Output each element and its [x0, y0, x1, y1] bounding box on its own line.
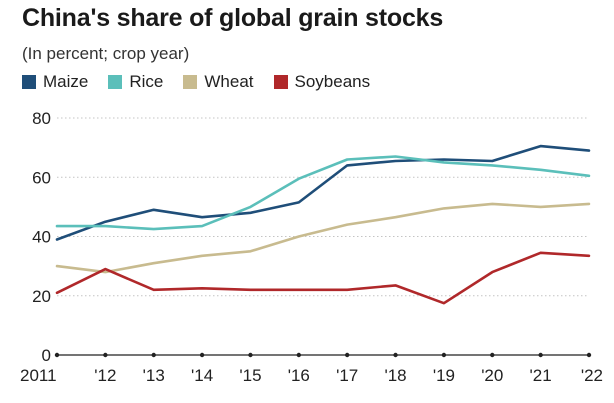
y-tick-label-60: 60 — [32, 168, 51, 187]
x-tick-mark-12 — [103, 352, 108, 358]
x-tick-label-15: '15 — [239, 366, 261, 385]
x-axis-labels: 2011 '12 '13 '14 '15 '16 '17 '18 '19 '20 '21 '22 — [20, 366, 603, 385]
series-line-soybeans — [55, 251, 591, 305]
x-tick-mark-15 — [248, 352, 253, 358]
x-tick-label-17: '17 — [336, 366, 358, 385]
y-tick-label-40: 40 — [32, 228, 51, 247]
legend-swatch-maize — [22, 75, 36, 89]
y-tick-label-20: 20 — [32, 287, 51, 306]
legend-label-wheat: Wheat — [204, 72, 254, 91]
legend-swatch-wheat — [183, 75, 198, 89]
chart-subtitle: (In percent; crop year) — [22, 44, 190, 63]
x-tick-label-18: '18 — [384, 366, 406, 385]
legend: Maize Rice Wheat Soybeans — [22, 72, 390, 92]
legend-item-rice: Rice — [108, 72, 163, 92]
series-line-wheat — [55, 202, 591, 274]
x-tick-mark-2011 — [54, 352, 60, 358]
legend-label-maize: Maize — [43, 72, 89, 91]
legend-label-soybeans: Soybeans — [294, 72, 371, 91]
series-line-maize — [55, 144, 591, 241]
x-tick-mark-16 — [296, 352, 302, 358]
x-tick-mark-19 — [441, 352, 447, 358]
series-line-rice — [55, 155, 591, 231]
y-tick-label-80: 80 — [32, 109, 51, 128]
x-tick-label-21: '21 — [530, 366, 552, 385]
legend-swatch-rice — [108, 75, 123, 89]
legend-item-soybeans: Soybeans — [273, 72, 371, 92]
gridlines — [57, 117, 589, 297]
x-tick-label-14: '14 — [191, 366, 213, 385]
x-tick-label-16: '16 — [288, 366, 310, 385]
series-lines — [55, 144, 591, 305]
x-tick-mark-14 — [199, 352, 205, 358]
legend-swatch-soybeans — [273, 75, 288, 89]
x-tick-label-2011: 2011 — [20, 366, 57, 385]
y-tick-label-0: 0 — [42, 346, 51, 365]
chart-title: China's share of global grain stocks — [22, 4, 444, 32]
x-tick-label-13: '13 — [143, 366, 165, 385]
legend-item-wheat: Wheat — [183, 72, 254, 92]
x-tick-mark-21 — [538, 352, 543, 358]
legend-label-rice: Rice — [129, 72, 164, 91]
x-tick-label-20: '20 — [481, 366, 503, 385]
x-tick-label-19: '19 — [433, 366, 455, 385]
x-tick-mark-18 — [393, 352, 398, 358]
x-tick-mark-20 — [490, 352, 495, 358]
x-tick-mark-22 — [586, 352, 592, 358]
y-axis-labels: 0 20 40 60 80 — [32, 109, 51, 365]
x-tick-mark-17 — [344, 352, 350, 358]
x-axis — [54, 352, 592, 358]
x-tick-mark-13 — [151, 352, 156, 358]
x-tick-label-22: '22 — [581, 366, 603, 385]
x-tick-label-12: '12 — [94, 366, 116, 385]
legend-item-maize: Maize — [22, 72, 88, 92]
